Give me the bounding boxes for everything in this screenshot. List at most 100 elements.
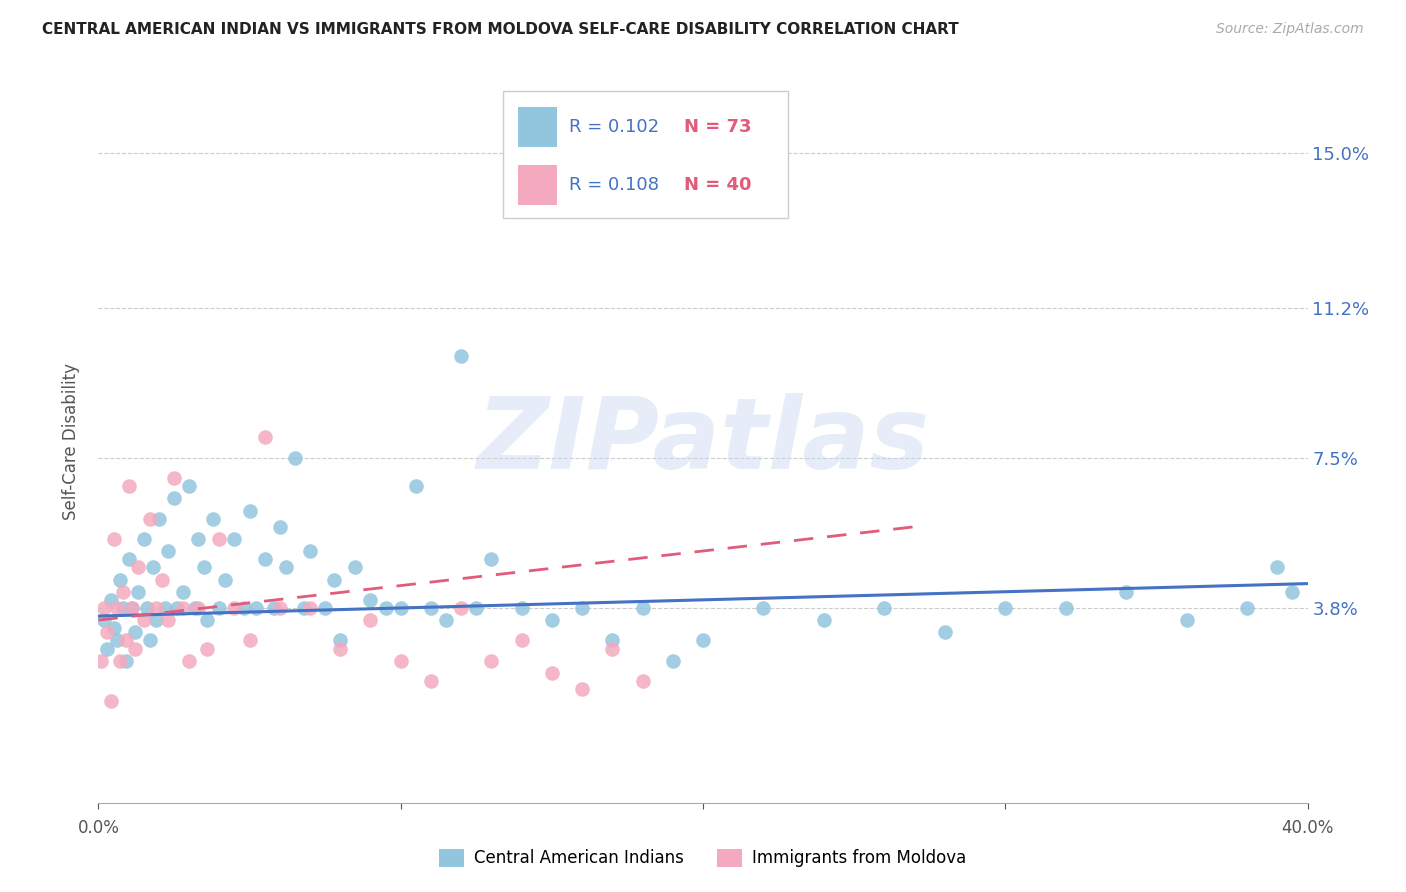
Point	[269, 520, 291, 534]
Point	[172, 584, 194, 599]
Point	[187, 532, 209, 546]
Point	[405, 479, 427, 493]
Point	[163, 491, 186, 506]
Point	[124, 641, 146, 656]
Point	[111, 601, 134, 615]
Point	[103, 532, 125, 546]
Point	[253, 430, 276, 444]
Point	[389, 654, 412, 668]
Point	[540, 665, 562, 680]
Point	[145, 601, 167, 615]
Point	[195, 613, 218, 627]
Point	[224, 601, 246, 615]
Point	[873, 601, 896, 615]
Point	[389, 601, 412, 615]
Point	[314, 601, 336, 615]
Point	[132, 613, 155, 627]
Point	[329, 633, 352, 648]
Point	[360, 592, 382, 607]
FancyBboxPatch shape	[517, 165, 557, 205]
Point	[510, 633, 533, 648]
Point	[374, 601, 396, 615]
Point	[344, 560, 367, 574]
Point	[111, 584, 134, 599]
Text: R = 0.102: R = 0.102	[569, 119, 659, 136]
Point	[127, 560, 149, 574]
Point	[135, 601, 157, 615]
FancyBboxPatch shape	[503, 91, 787, 218]
Point	[108, 654, 131, 668]
Point	[145, 613, 167, 627]
Point	[284, 450, 307, 465]
Point	[179, 654, 201, 668]
Point	[172, 601, 194, 615]
Point	[163, 471, 186, 485]
Point	[631, 673, 654, 688]
Point	[602, 641, 624, 656]
Point	[121, 601, 143, 615]
Legend: Central American Indians, Immigrants from Moldova: Central American Indians, Immigrants fro…	[433, 842, 973, 874]
Point	[232, 601, 254, 615]
Point	[510, 601, 533, 615]
Point	[114, 633, 136, 648]
Point	[208, 532, 231, 546]
Point	[481, 552, 503, 566]
Text: R = 0.108: R = 0.108	[569, 176, 659, 194]
Text: ZIPatlas: ZIPatlas	[477, 393, 929, 490]
Text: Source: ZipAtlas.com: Source: ZipAtlas.com	[1216, 22, 1364, 37]
Point	[121, 601, 143, 615]
Text: N = 40: N = 40	[683, 176, 751, 194]
Point	[540, 613, 562, 627]
Point	[139, 511, 162, 525]
Point	[299, 601, 322, 615]
Point	[224, 532, 246, 546]
Point	[90, 654, 112, 668]
Point	[994, 601, 1017, 615]
Point	[202, 511, 225, 525]
Point	[299, 544, 322, 558]
Point	[153, 601, 176, 615]
Point	[329, 641, 352, 656]
Point	[214, 573, 236, 587]
Point	[934, 625, 956, 640]
Point	[571, 601, 593, 615]
Point	[1115, 584, 1137, 599]
Point	[118, 479, 141, 493]
Point	[93, 601, 115, 615]
Text: CENTRAL AMERICAN INDIAN VS IMMIGRANTS FROM MOLDOVA SELF-CARE DISABILITY CORRELAT: CENTRAL AMERICAN INDIAN VS IMMIGRANTS FR…	[42, 22, 959, 37]
Point	[274, 560, 297, 574]
Point	[571, 682, 593, 697]
Point	[602, 633, 624, 648]
Y-axis label: Self-Care Disability: Self-Care Disability	[62, 363, 80, 520]
Point	[142, 560, 165, 574]
Point	[105, 601, 128, 615]
Point	[813, 613, 835, 627]
Point	[166, 601, 188, 615]
Point	[96, 625, 118, 640]
Point	[1175, 613, 1198, 627]
Point	[1054, 601, 1077, 615]
Point	[631, 601, 654, 615]
Point	[692, 633, 714, 648]
Point	[127, 584, 149, 599]
Text: N = 73: N = 73	[683, 119, 751, 136]
Point	[179, 479, 201, 493]
FancyBboxPatch shape	[517, 107, 557, 147]
Point	[118, 552, 141, 566]
Point	[253, 552, 276, 566]
Point	[208, 601, 231, 615]
Point	[187, 601, 209, 615]
Point	[124, 625, 146, 640]
Point	[481, 654, 503, 668]
Point	[323, 573, 346, 587]
Point	[148, 511, 170, 525]
Point	[96, 641, 118, 656]
Point	[100, 592, 122, 607]
Point	[245, 601, 267, 615]
Point	[184, 601, 207, 615]
Point	[105, 633, 128, 648]
Point	[269, 601, 291, 615]
Point	[450, 601, 472, 615]
Point	[195, 641, 218, 656]
Point	[661, 654, 683, 668]
